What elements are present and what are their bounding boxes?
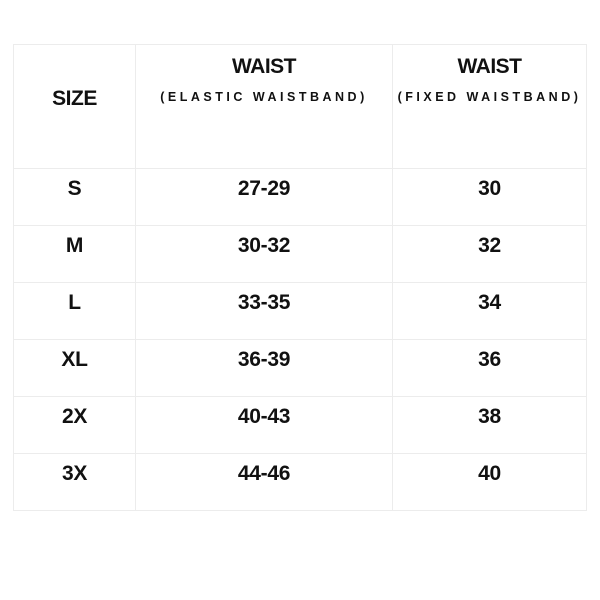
table-row: 3X 44-46 40 [13, 453, 587, 511]
header-waist-fixed: WAIST (FIXED WAISTBAND) [392, 44, 587, 169]
elastic-waist-cell: 30-32 [135, 225, 393, 283]
elastic-waist-cell: 44-46 [135, 453, 393, 511]
header-size: SIZE [13, 44, 136, 169]
size-cell: S [13, 168, 136, 226]
elastic-waist-cell: 36-39 [135, 339, 393, 397]
table-row: S 27-29 30 [13, 168, 587, 226]
table-row: L 33-35 34 [13, 282, 587, 340]
elastic-waist-cell: 40-43 [135, 396, 393, 454]
table-row: M 30-32 32 [13, 225, 587, 283]
size-cell: 3X [13, 453, 136, 511]
fixed-waist-cell: 30 [392, 168, 587, 226]
fixed-waist-cell: 40 [392, 453, 587, 511]
table-row: XL 36-39 36 [13, 339, 587, 397]
fixed-waist-cell: 32 [392, 225, 587, 283]
size-cell: M [13, 225, 136, 283]
fixed-waist-cell: 38 [392, 396, 587, 454]
header-waist-elastic: WAIST (ELASTIC WAISTBAND) [135, 44, 393, 169]
size-cell: XL [13, 339, 136, 397]
fixed-waist-cell: 34 [392, 282, 587, 340]
header-row: SIZE WAIST (ELASTIC WAISTBAND) WAIST (FIXE… [13, 44, 587, 169]
elastic-waist-cell: 33-35 [135, 282, 393, 340]
fixed-waist-cell: 36 [392, 339, 587, 397]
size-chart-table: SIZE WAIST (ELASTIC WAISTBAND) WAIST (FIXE… [13, 44, 587, 511]
size-cell: 2X [13, 396, 136, 454]
elastic-waist-cell: 27-29 [135, 168, 393, 226]
table-row: 2X 40-43 38 [13, 396, 587, 454]
size-cell: L [13, 282, 136, 340]
